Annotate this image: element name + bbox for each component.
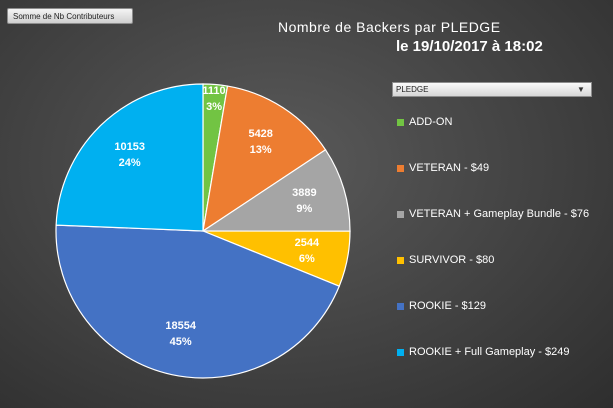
slice-percent-label: 3% (206, 101, 222, 114)
legend-filter-label: PLEDGE (396, 85, 429, 94)
legend-item-2[interactable]: VETERAN + Gameplay Bundle - $76 (397, 207, 589, 221)
legend-swatch (397, 164, 404, 172)
slice-value-label: 10153 (114, 140, 145, 153)
legend-swatch (397, 348, 404, 356)
slice-data-label-5: 10153 24% (114, 139, 145, 171)
legend-label: ROOKIE - $129 (409, 300, 487, 312)
legend-swatch (397, 118, 404, 126)
legend-label: ADD-ON (409, 116, 453, 128)
legend-swatch (397, 256, 404, 264)
chart-subtitle: le 19/10/2017 à 18:02 (396, 38, 543, 55)
pie-slice-4[interactable] (55, 224, 341, 379)
slice-percent-label: 13% (249, 144, 272, 157)
slice-value-label: 5428 (248, 128, 273, 141)
slice-data-label-3: 2544 6% (295, 235, 319, 267)
legend-filter-dropdown[interactable]: PLEDGE ▼ (392, 82, 592, 97)
legend-label: SURVIVOR - $80 (409, 254, 495, 266)
legend-swatch (397, 302, 404, 310)
legend-label: ROOKIE + Full Gameplay - $249 (409, 346, 570, 358)
slice-percent-label: 24% (118, 156, 141, 169)
slice-value-label: 1110 (202, 85, 226, 98)
chart-title: Nombre de Backers par PLEDGE (278, 19, 501, 35)
slice-data-label-2: 3889 9% (292, 185, 316, 217)
slice-data-label-1: 5428 13% (248, 126, 272, 158)
legend-item-0[interactable]: ADD-ON (397, 115, 452, 129)
slice-percent-label: 9% (296, 202, 313, 215)
filter-funnel-icon[interactable]: ▼ (577, 85, 585, 94)
slice-data-label-0: 1110 3% (202, 83, 225, 115)
legend-item-3[interactable]: SURVIVOR - $80 (397, 253, 494, 267)
slice-value-label: 2544 (294, 237, 320, 250)
legend-item-1[interactable]: VETERAN - $49 (397, 161, 489, 175)
legend-label: VETERAN + Gameplay Bundle - $76 (409, 208, 590, 220)
legend-swatch (397, 210, 404, 218)
slice-percent-label: 6% (298, 253, 315, 266)
legend-item-5[interactable]: ROOKIE + Full Gameplay - $249 (397, 345, 569, 359)
value-field-button[interactable]: Somme de Nb Contributeurs (7, 8, 133, 24)
pie-slice-1[interactable] (202, 85, 327, 233)
slice-percent-label: 45% (169, 336, 192, 349)
pie-slice-2[interactable] (201, 148, 351, 232)
slice-value-label: 3889 (292, 186, 317, 199)
slice-data-label-4: 18554 45% (165, 318, 196, 350)
legend-item-4[interactable]: ROOKIE - $129 (397, 299, 486, 313)
slice-value-label: 18554 (165, 320, 196, 333)
pie-slice-5[interactable] (55, 83, 204, 232)
legend-label: VETERAN - $49 (409, 162, 490, 174)
